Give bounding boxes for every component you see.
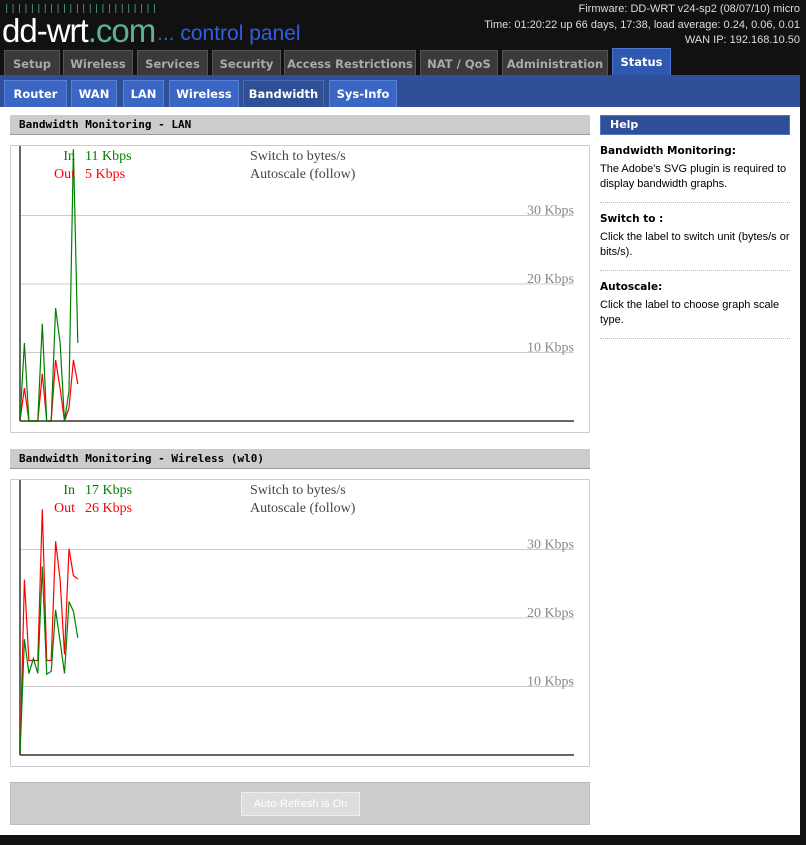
help-item: Bandwidth Monitoring: The Adobe's SVG plu…: [600, 135, 790, 203]
logo-suffix: .com: [87, 12, 157, 49]
autoscale-toggle[interactable]: Autoscale (follow): [250, 167, 356, 182]
help-item-title: Autoscale:: [600, 281, 663, 293]
help-item: Autoscale: Click the label to choose grap…: [600, 271, 790, 339]
help-item-text: Click the label to choose graph scale ty…: [600, 299, 780, 326]
in-value: 11 Kbps: [85, 149, 132, 164]
out-label: Out: [54, 167, 75, 182]
firmware-text: Firmware: DD-WRT v24-sp2 (08/07/10) micr…: [578, 3, 800, 15]
subtab-router[interactable]: Router: [4, 80, 67, 107]
autoscale-toggle[interactable]: Autoscale (follow): [250, 501, 356, 516]
lan-bandwidth-graph: 10 Kbps 20 Kbps 30 Kbps In 11 Kbps Out 5 Kbps S…: [10, 145, 590, 433]
y-tick-label: 20 Kbps: [527, 606, 574, 621]
series-line-out: [19, 509, 79, 756]
y-tick-label: 30 Kbps: [527, 538, 574, 553]
subtab-lan[interactable]: LAN: [123, 80, 164, 107]
tab-status[interactable]: Status: [612, 48, 671, 75]
tab-services[interactable]: Services: [137, 50, 208, 75]
help-item-text: Click the label to switch unit (bytes/s …: [600, 231, 790, 258]
series-line-in: [19, 566, 79, 756]
help-item: Switch to : Click the label to switch uni…: [600, 203, 790, 271]
tab-setup[interactable]: Setup: [4, 50, 60, 75]
help-title: Help: [600, 115, 790, 135]
wan-ip-text: WAN IP: 192.168.10.50: [684, 34, 800, 46]
main-tabs: Setup Wireless Services Security Access …: [0, 48, 806, 75]
y-tick-label: 10 Kbps: [527, 341, 574, 356]
lan-section-title: Bandwidth Monitoring - LAN: [10, 115, 590, 135]
logo: dd-wrt.com: [2, 12, 157, 50]
help-panel: Help Bandwidth Monitoring: The Adobe's SV…: [600, 115, 790, 339]
switch-unit-toggle[interactable]: Switch to bytes/s: [250, 483, 346, 498]
subtab-wireless[interactable]: Wireless: [169, 80, 239, 107]
help-item-text: The Adobe's SVG plugin is required to di…: [600, 163, 787, 190]
wireless-section-title: Bandwidth Monitoring - Wireless (wl0): [10, 449, 590, 469]
subtab-sys-info[interactable]: Sys-Info: [329, 80, 397, 107]
y-tick-label: 20 Kbps: [527, 272, 574, 287]
tab-wireless[interactable]: Wireless: [63, 50, 133, 75]
tab-administration[interactable]: Administration: [502, 50, 608, 75]
control-panel-subtitle: ... control panel: [157, 22, 301, 45]
help-item-title: Bandwidth Monitoring:: [600, 145, 736, 157]
tab-nat-qos[interactable]: NAT / QoS: [420, 50, 498, 75]
window-edge: [800, 0, 806, 845]
tab-access-restrictions[interactable]: Access Restrictions: [284, 50, 416, 75]
button-bar: Auto-Refresh is On: [10, 782, 590, 825]
router-info: Firmware: DD-WRT v24-sp2 (08/07/10) micr…: [484, 2, 800, 49]
time-text: Time: 01:20:22 up 66 days, 17:38, load a…: [484, 18, 800, 31]
wireless-bandwidth-graph: 10 Kbps 20 Kbps 30 Kbps In 17 Kbps Out 26 Kbps…: [10, 479, 590, 767]
logo-bars-decoration: ||||||||||||||||||||||||: [4, 4, 159, 14]
out-label: Out: [54, 501, 75, 516]
auto-refresh-button[interactable]: Auto-Refresh is On: [241, 792, 360, 816]
switch-unit-toggle[interactable]: Switch to bytes/s: [250, 149, 346, 164]
y-tick-label: 10 Kbps: [527, 675, 574, 690]
subtab-bandwidth[interactable]: Bandwidth: [243, 80, 324, 107]
sub-tabs: Router WAN LAN Wireless Bandwidth Sys-In…: [0, 75, 800, 107]
in-label: In: [63, 483, 75, 498]
logo-text: dd-wrt: [2, 12, 89, 49]
in-value: 17 Kbps: [85, 483, 132, 498]
out-value: 26 Kbps: [85, 501, 132, 516]
in-label: In: [63, 149, 75, 164]
subtab-wan[interactable]: WAN: [71, 80, 117, 107]
series-line-in: [19, 149, 79, 422]
tab-security[interactable]: Security: [212, 50, 281, 75]
y-tick-label: 30 Kbps: [527, 204, 574, 219]
out-value: 5 Kbps: [85, 167, 125, 182]
help-item-title: Switch to :: [600, 213, 664, 225]
main-content: Bandwidth Monitoring - LAN 10 Kbps 20 Kbp…: [0, 107, 800, 835]
header: |||||||||||||||||||||||| dd-wrt.com ... …: [0, 0, 806, 50]
